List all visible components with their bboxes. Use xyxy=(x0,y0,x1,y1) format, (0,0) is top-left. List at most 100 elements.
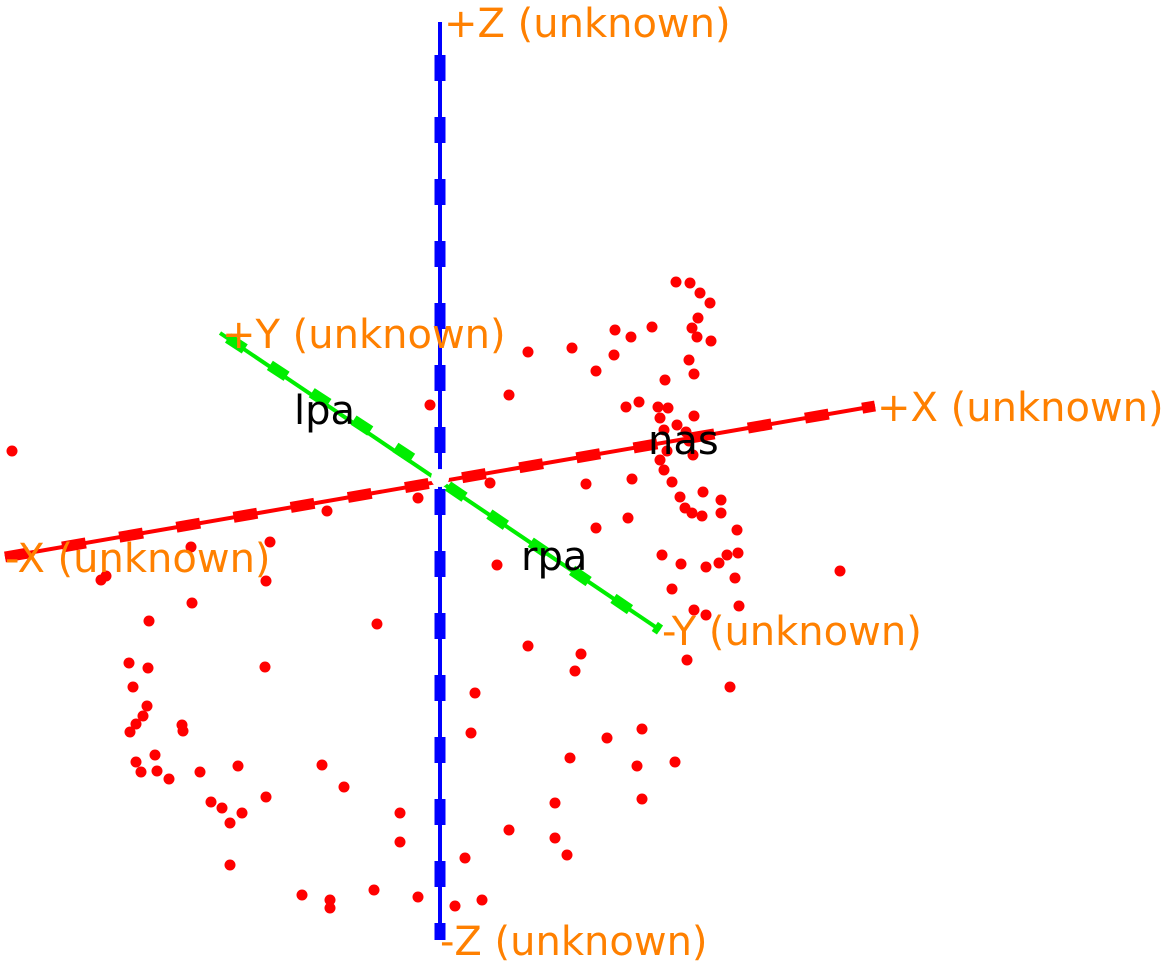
sensor-point xyxy=(186,597,198,609)
sensor-point xyxy=(620,401,632,413)
sensor-point xyxy=(683,435,695,447)
sensor-point xyxy=(163,773,175,785)
sensor-point xyxy=(683,354,695,366)
sensor-point xyxy=(626,473,638,485)
sensor-point xyxy=(590,522,602,534)
fiducial-nas-label: nas xyxy=(648,418,719,464)
sensor-point xyxy=(123,657,135,669)
sensor-point xyxy=(625,331,637,343)
sensor-point xyxy=(264,536,276,548)
sensor-point xyxy=(724,681,736,693)
sensor-point xyxy=(368,884,380,896)
sensor-point xyxy=(681,654,693,666)
sensor-point xyxy=(731,524,743,536)
sensor-point xyxy=(260,791,272,803)
sensor-point xyxy=(671,419,683,431)
y-axis-dashed xyxy=(224,333,434,475)
sensor-point xyxy=(654,454,666,466)
sensor-point xyxy=(491,559,503,571)
axes-group xyxy=(4,22,876,940)
sensor-point xyxy=(259,661,271,673)
sensor-point xyxy=(394,836,406,848)
sensor-point xyxy=(503,389,515,401)
sensor-point xyxy=(232,760,244,772)
sensor-point xyxy=(324,894,336,906)
sensor-point xyxy=(636,793,648,805)
sensor-point xyxy=(674,491,686,503)
sensor-point xyxy=(142,662,154,674)
sensor-point xyxy=(177,725,189,737)
sensor-point xyxy=(130,718,142,730)
sensor-point xyxy=(646,321,658,333)
sensor-point xyxy=(697,486,709,498)
sensor-point xyxy=(700,609,712,621)
sensor-point xyxy=(316,759,328,771)
sensor-points xyxy=(6,276,846,914)
sensor-point xyxy=(687,449,699,461)
sensor-point xyxy=(321,505,333,517)
sensor-point xyxy=(549,797,561,809)
sensor-point xyxy=(569,665,581,677)
sensor-point xyxy=(522,640,534,652)
sensor-point xyxy=(449,900,461,912)
sensor-point xyxy=(636,723,648,735)
sensor-point xyxy=(394,807,406,819)
sensor-point xyxy=(143,615,155,627)
sensor-point xyxy=(127,681,139,693)
sensor-point xyxy=(696,510,708,522)
sensor-point xyxy=(465,727,477,739)
sensor-point xyxy=(715,507,727,519)
sensor-point xyxy=(705,335,717,347)
sensor-point xyxy=(662,402,674,414)
sensor-point xyxy=(680,426,692,438)
sensor-point xyxy=(412,891,424,903)
sensor-point xyxy=(721,549,733,561)
sensor-point xyxy=(503,824,515,836)
sensor-point xyxy=(151,765,163,777)
sensor-point xyxy=(224,817,236,829)
sensor-point xyxy=(661,445,673,457)
z-pos-label: +Z (unknown) xyxy=(444,1,731,47)
sensor-point xyxy=(95,574,107,586)
sensor-point xyxy=(669,756,681,768)
sensor-point xyxy=(424,399,436,411)
sensor-point xyxy=(704,297,716,309)
sensor-point xyxy=(729,572,741,584)
z-neg-label: -Z (unknown) xyxy=(440,919,708,965)
sensor-point xyxy=(688,368,700,380)
sensor-point xyxy=(666,476,678,488)
sensor-point xyxy=(476,894,488,906)
sensor-point xyxy=(686,322,698,334)
sensor-point xyxy=(135,766,147,778)
sensor-point xyxy=(666,583,678,595)
sensor-point xyxy=(633,396,645,408)
sensor-point xyxy=(561,849,573,861)
sensor-point xyxy=(469,687,481,699)
y-neg-label: -Y (unknown) xyxy=(662,609,922,655)
sensor-point xyxy=(522,346,534,358)
sensor-point xyxy=(601,732,613,744)
sensor-point xyxy=(459,852,471,864)
sensor-point xyxy=(130,756,142,768)
sensor-point xyxy=(659,374,671,386)
sensor-point xyxy=(338,781,350,793)
sensor-point xyxy=(686,507,698,519)
sensor-point xyxy=(652,401,664,413)
sensor-point xyxy=(575,648,587,660)
sensor-point xyxy=(609,324,621,336)
sensor-point xyxy=(694,287,706,299)
sensor-point xyxy=(412,492,424,504)
sensor-point xyxy=(733,600,745,612)
sensor-point xyxy=(216,802,228,814)
sensor-point xyxy=(224,859,236,871)
sensor-point xyxy=(141,700,153,712)
sensor-point xyxy=(732,547,744,559)
sensor-point xyxy=(260,575,272,587)
sensor-point xyxy=(590,365,602,377)
sensor-point xyxy=(564,752,576,764)
sensor-point xyxy=(194,766,206,778)
sensor-point xyxy=(688,604,700,616)
sensor-point xyxy=(658,424,670,436)
sensor-point xyxy=(684,277,696,289)
